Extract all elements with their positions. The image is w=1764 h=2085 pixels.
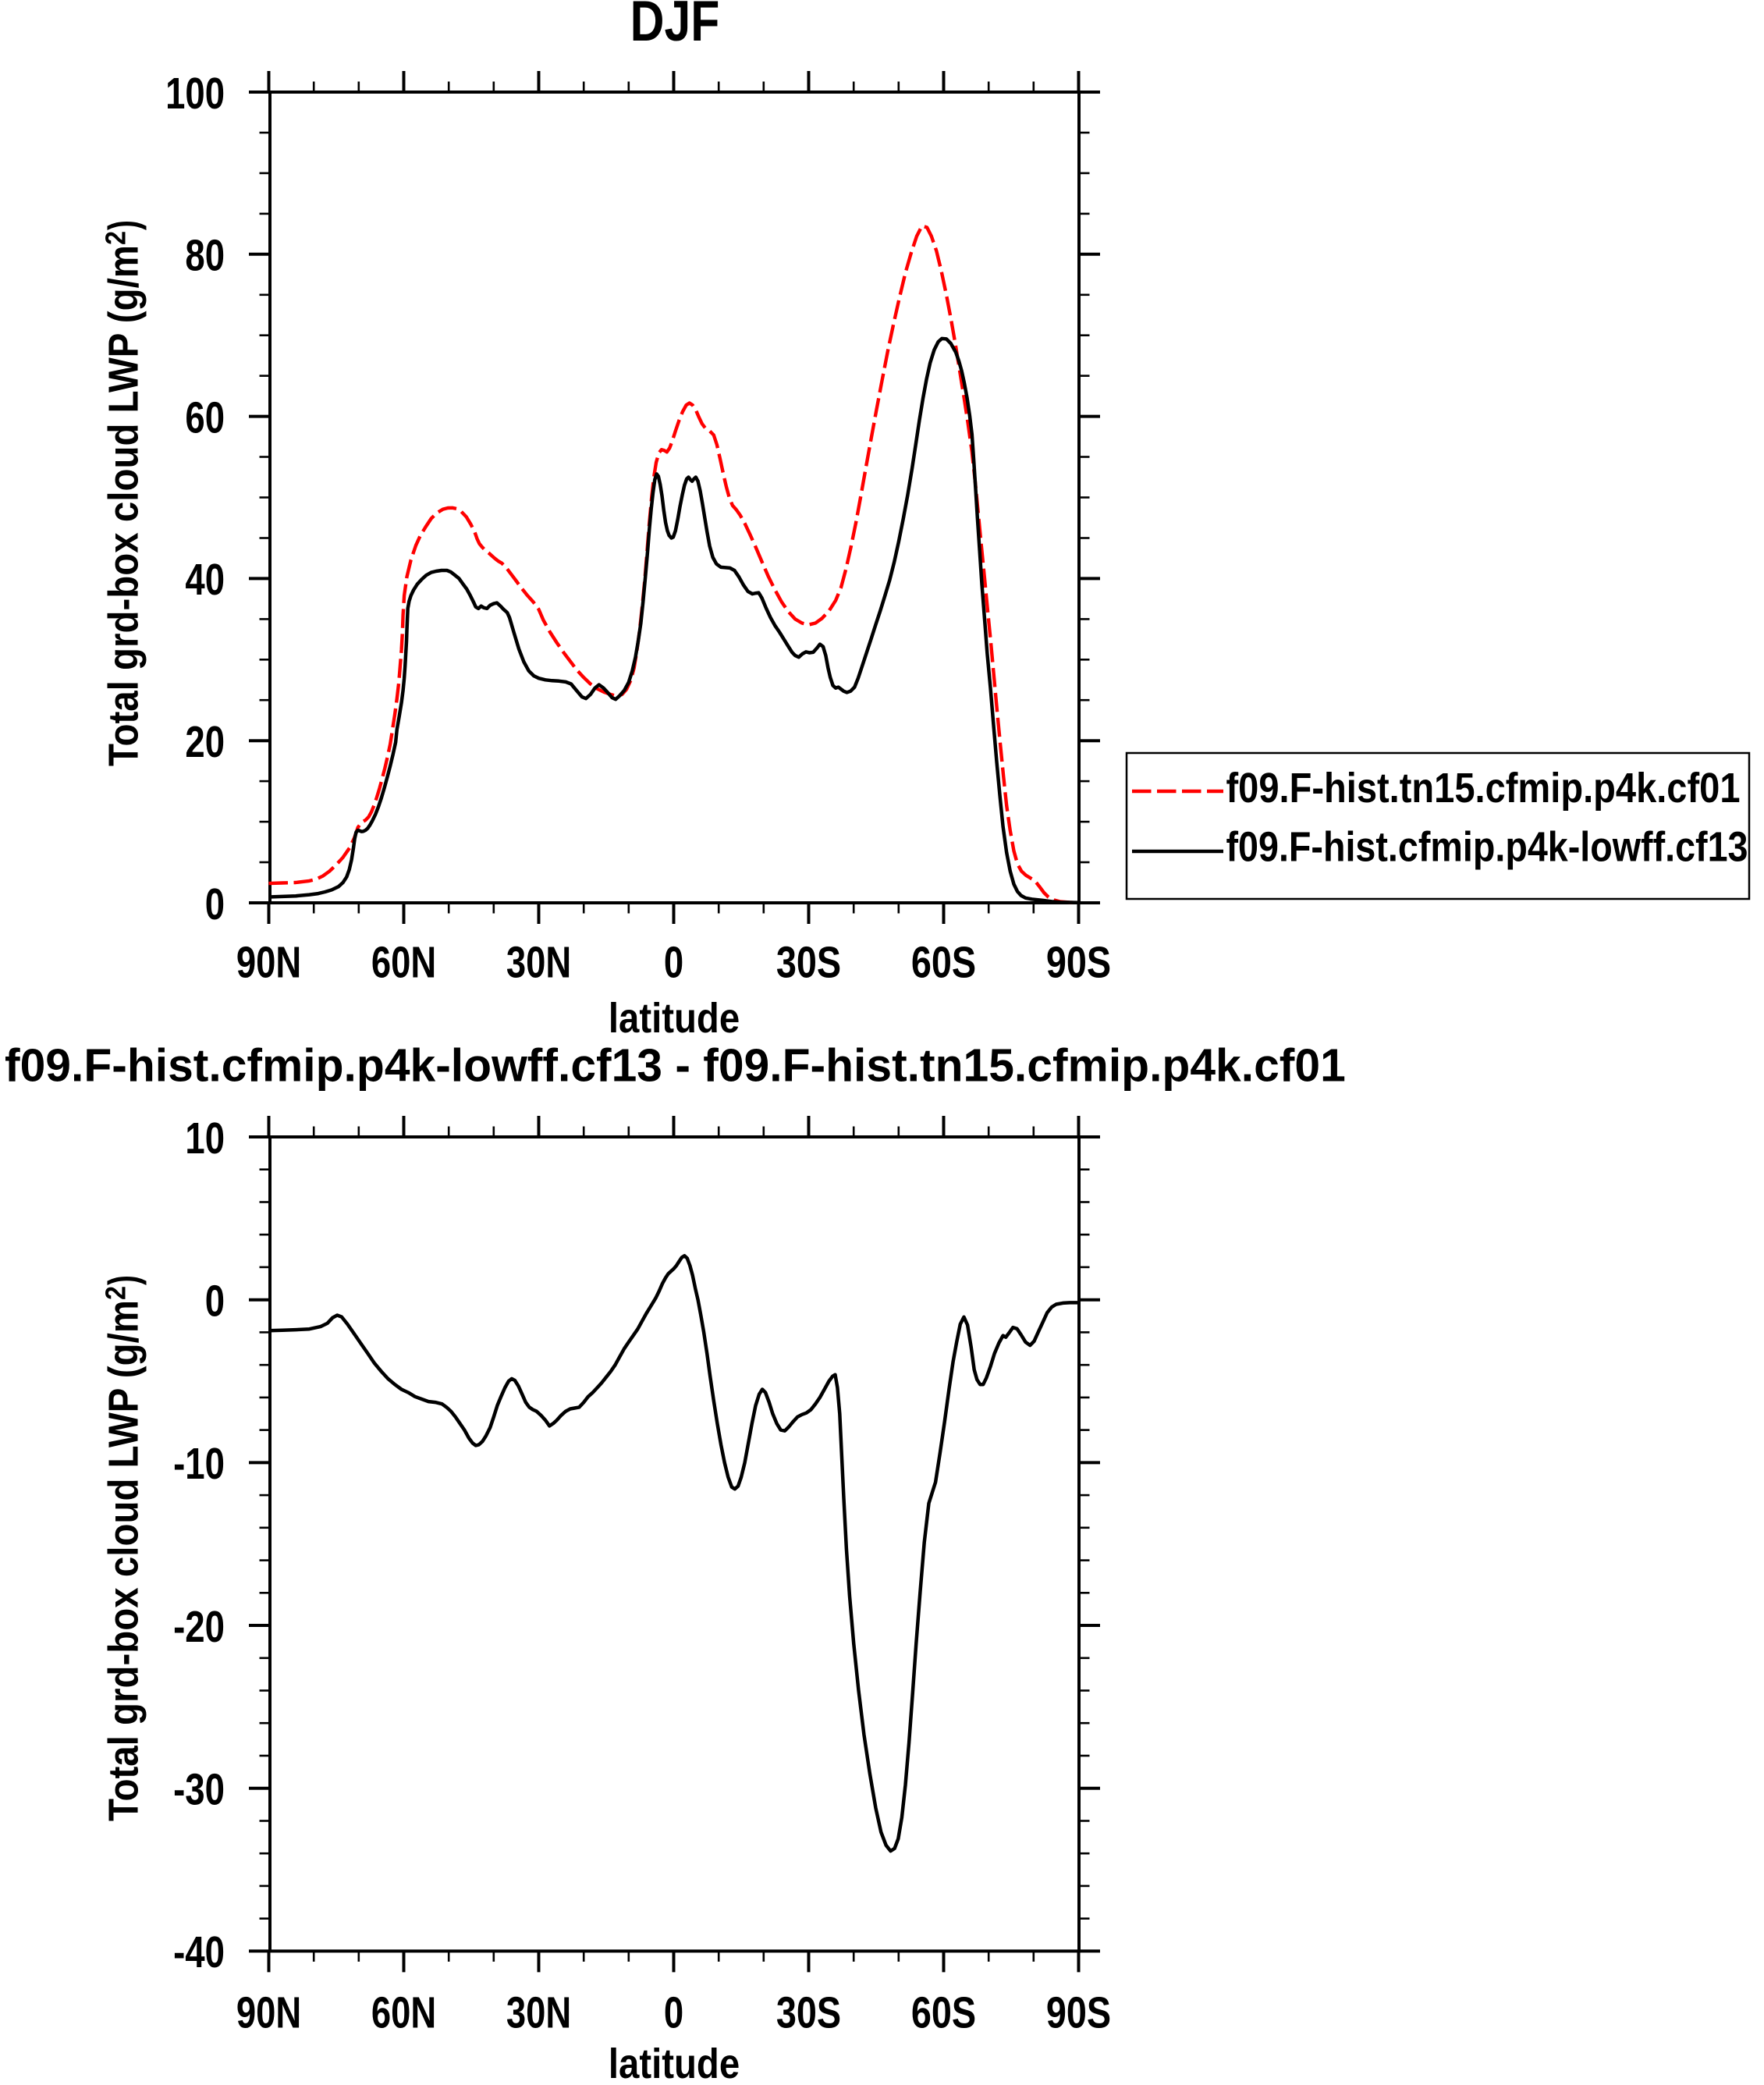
svg-text:0: 0 — [205, 879, 225, 929]
svg-text:90S: 90S — [1046, 1987, 1111, 2037]
svg-text:60: 60 — [185, 392, 225, 442]
svg-text:30S: 30S — [776, 1987, 841, 2037]
svg-text:80: 80 — [185, 231, 225, 281]
svg-text:60S: 60S — [911, 1987, 976, 2037]
svg-text:30S: 30S — [776, 938, 841, 988]
svg-text:): ) — [101, 220, 147, 230]
svg-text:f09.F-hist.cfmip.p4k-lowff.cf1: f09.F-hist.cfmip.p4k-lowff.cf13 — [1226, 824, 1748, 871]
svg-text:DJF: DJF — [630, 0, 720, 53]
svg-text:latitude: latitude — [609, 2041, 740, 2085]
svg-text:0: 0 — [664, 1987, 683, 2037]
svg-text:90N: 90N — [236, 938, 301, 988]
svg-text:100: 100 — [165, 69, 225, 119]
svg-text:30N: 30N — [506, 1987, 571, 2037]
svg-text:f09.F-hist.tn15.cfmip.p4k.cf01: f09.F-hist.tn15.cfmip.p4k.cf01 — [1226, 765, 1741, 812]
svg-text:): ) — [101, 1275, 147, 1285]
svg-text:-10: -10 — [173, 1439, 225, 1489]
svg-text:-20: -20 — [173, 1602, 225, 1652]
svg-text:60N: 60N — [371, 938, 436, 988]
svg-text:-30: -30 — [173, 1765, 225, 1815]
svg-text:f09.F-hist.cfmip.p4k-lowff.cf1: f09.F-hist.cfmip.p4k-lowff.cf13 - f09.F-… — [5, 1039, 1346, 1091]
svg-text:40: 40 — [185, 555, 225, 605]
svg-text:60S: 60S — [911, 938, 976, 988]
svg-text:0: 0 — [205, 1277, 225, 1327]
svg-text:Total grd-box cloud LWP (g/m: Total grd-box cloud LWP (g/m — [101, 245, 147, 766]
svg-text:20: 20 — [185, 717, 225, 767]
svg-text:30N: 30N — [506, 938, 571, 988]
svg-text:90S: 90S — [1046, 938, 1111, 988]
svg-text:2: 2 — [100, 1286, 132, 1300]
svg-text:latitude: latitude — [609, 995, 740, 1042]
svg-text:10: 10 — [185, 1114, 225, 1163]
svg-text:60N: 60N — [371, 1987, 436, 2037]
svg-text:90N: 90N — [236, 1987, 301, 2037]
svg-text:-40: -40 — [173, 1927, 225, 1977]
svg-text:Total grd-box cloud LWP (g/m: Total grd-box cloud LWP (g/m — [101, 1300, 147, 1821]
svg-text:0: 0 — [664, 938, 683, 988]
svg-text:2: 2 — [100, 231, 132, 245]
